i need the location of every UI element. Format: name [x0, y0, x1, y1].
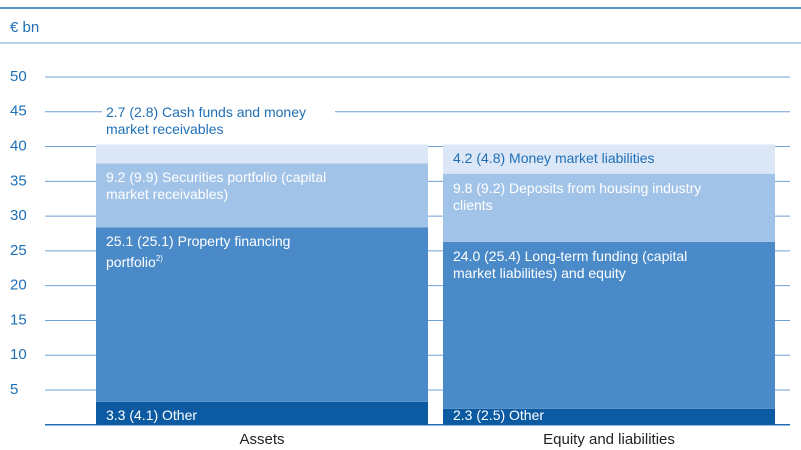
bar-segment	[443, 173, 775, 242]
y-tick-label: 5	[10, 381, 18, 398]
segment-label: 9.8 (9.2) Deposits from housing industry…	[453, 180, 708, 214]
bar-segment	[443, 241, 775, 409]
x-tick-label: Assets	[239, 431, 284, 448]
unit-label: € bn	[10, 19, 39, 36]
segment-label: 9.2 (9.9) Securities portfolio (capital …	[106, 169, 331, 203]
footnote-ref: 2)	[155, 254, 163, 264]
y-tick-label: 30	[10, 207, 27, 224]
y-tick-label: 20	[10, 277, 27, 294]
segment-label-text: 9.8 (9.2) Deposits from housing industry…	[453, 179, 702, 213]
bar-segment	[96, 144, 428, 164]
y-tick-label: 45	[10, 103, 27, 120]
y-tick-label: 35	[10, 172, 27, 189]
y-tick-label: 50	[10, 68, 27, 85]
bar-segment	[443, 408, 775, 425]
segment-label-text: 2.7 (2.8) Cash funds and money market re…	[106, 104, 307, 138]
segment-label: 4.2 (4.8) Money market liabilities	[453, 150, 708, 167]
segment-label: 24.0 (25.4) Long-term funding (capital m…	[453, 248, 708, 282]
segment-label: 2.7 (2.8) Cash funds and money market re…	[102, 104, 335, 139]
segment-label: 3.3 (4.1) Other	[106, 407, 331, 424]
segment-label-text: 2.3 (2.5) Other	[453, 406, 545, 423]
bar-segment	[96, 227, 428, 402]
segment-label-text: 3.3 (4.1) Other	[106, 406, 198, 423]
y-tick-label: 10	[10, 346, 27, 363]
segment-label-text: 25.1 (25.1) Property financing portfolio	[106, 233, 291, 271]
y-tick-label: 25	[10, 242, 27, 259]
bar-segment	[96, 401, 428, 425]
y-tick-label: 40	[10, 138, 27, 155]
segment-label-text: 4.2 (4.8) Money market liabilities	[453, 150, 655, 167]
x-tick-label: Equity and liabilities	[543, 431, 675, 448]
segment-label-text: 24.0 (25.4) Long-term funding (capital m…	[453, 247, 688, 281]
y-tick-label: 15	[10, 311, 27, 328]
segment-label: 2.3 (2.5) Other	[453, 407, 708, 424]
bar-segment	[96, 163, 428, 228]
segment-label-text: 9.2 (9.9) Securities portfolio (capital …	[106, 169, 327, 203]
bar-segment	[443, 144, 775, 174]
segment-label: 25.1 (25.1) Property financing portfolio…	[106, 233, 331, 271]
